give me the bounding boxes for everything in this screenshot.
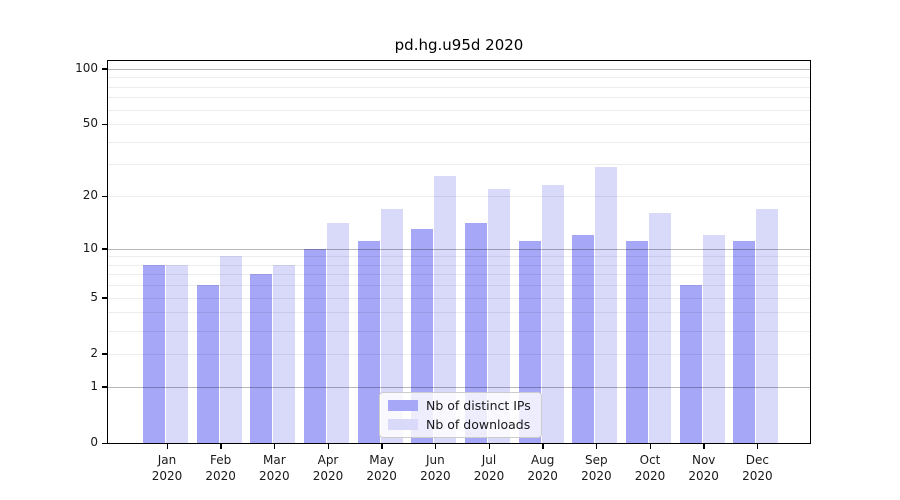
x-tick-label-aug: Aug 2020 [527,453,558,483]
gridline-10 [108,248,810,250]
x-tick-mark-dec [756,444,759,449]
x-tick-label-jul: Jul 2020 [473,453,505,483]
bar-ips-oct [626,241,649,443]
gridline-8 [108,264,810,266]
gridline-90 [108,77,810,79]
bar-ips-may [357,241,380,443]
gridline-80 [108,86,810,88]
gridline-20 [108,196,810,198]
y-tick-mark-10 [102,248,107,250]
y-tick-mark-0 [102,442,107,444]
y-tick-mark-20 [102,195,107,198]
bar-ips-dec [733,241,756,443]
x-tick-mark-may [381,444,383,449]
y-tick-label-5: 5 [90,289,98,304]
y-tick-label-10: 10 [82,240,98,255]
legend-label-downloads: Nb of downloads [426,417,531,432]
y-tick-mark-2 [102,353,107,355]
gridline-40 [108,141,810,143]
bar-ips-nov [679,285,702,443]
gridline-7 [108,274,810,276]
gridline-3 [108,330,810,332]
grid-layer [108,61,810,443]
x-tick-label-jun: Jun 2020 [420,453,451,483]
gridline-70 [108,97,810,99]
bar-ips-apr [304,248,326,443]
gridline-2 [108,353,810,355]
bar-ips-jan [143,264,165,443]
x-tick-mark-mar [273,444,276,449]
chart-title: pd.hg.u95d 2020 [394,36,524,54]
x-tick-mark-sep [595,444,598,449]
bar-downloads-nov [702,234,725,443]
bar-downloads-sep [595,167,618,443]
x-tick-mark-oct [649,444,652,449]
bar-downloads-mar [273,264,296,443]
bar-ips-mar [250,274,273,443]
x-tick-label-apr: Apr 2020 [312,453,344,483]
legend-swatch-downloads [388,419,418,430]
gridline-5 [108,297,810,299]
x-tick-label-nov: Nov 2020 [688,453,719,483]
bar-downloads-jan [166,264,188,443]
x-tick-mark-apr [327,444,329,449]
x-tick-label-jan: Jan 2020 [151,453,183,483]
bar-downloads-dec [756,208,779,443]
x-tick-mark-jan [166,444,168,449]
y-tick-label-0: 0 [90,435,98,449]
x-tick-mark-aug [542,444,544,449]
bar-ips-feb [196,285,219,443]
gridline-4 [108,312,810,314]
bars-layer [108,61,810,443]
x-tick-mark-nov [703,444,705,449]
bar-downloads-apr [327,223,349,443]
bar-ips-sep [572,234,595,443]
gridline-60 [108,109,810,111]
y-tick-mark-5 [102,297,107,299]
bar-downloads-may [380,208,403,443]
x-tick-label-oct: Oct 2020 [634,453,666,483]
bar-downloads-jun [434,175,457,443]
y-tick-label-100: 100 [75,60,98,75]
y-tick-label-1: 1 [90,378,98,393]
gridline-50 [108,124,810,126]
x-tick-mark-feb [220,444,222,449]
y-tick-mark-1 [102,386,107,388]
x-tick-mark-jun [434,444,437,449]
bar-downloads-aug [541,185,564,443]
y-tick-label-2: 2 [90,345,98,360]
gridline-30 [108,164,810,166]
bar-downloads-feb [219,256,242,443]
y-tick-mark-100 [102,68,107,70]
gridline-6 [108,285,810,287]
bar-ips-jun [411,228,434,443]
x-tick-label-feb: Feb 2020 [205,453,236,483]
bar-downloads-jul [488,188,511,443]
gridline-100 [108,68,810,70]
legend-swatch-distinct-ips [388,400,418,411]
x-tick-label-sep: Sep 2020 [581,453,612,483]
x-tick-label-mar: Mar 2020 [259,453,290,483]
gridline-9 [108,256,810,258]
legend-item-distinct-ips: Nb of distinct IPs [388,398,531,413]
legend-label-distinct-ips: Nb of distinct IPs [426,398,531,413]
y-tick-label-50: 50 [82,116,98,131]
bar-downloads-oct [649,213,672,443]
x-tick-label-dec: Dec 2020 [742,453,773,483]
y-tick-mark-50 [102,123,107,126]
x-tick-mark-jul [488,444,491,449]
legend: Nb of distinct IPs Nb of downloads [379,392,542,438]
x-tick-label-may: May 2020 [366,453,397,483]
y-tick-label-20: 20 [82,188,98,203]
legend-item-downloads: Nb of downloads [388,417,531,432]
gridline-1 [108,386,810,388]
bar-ips-jul [465,223,488,443]
